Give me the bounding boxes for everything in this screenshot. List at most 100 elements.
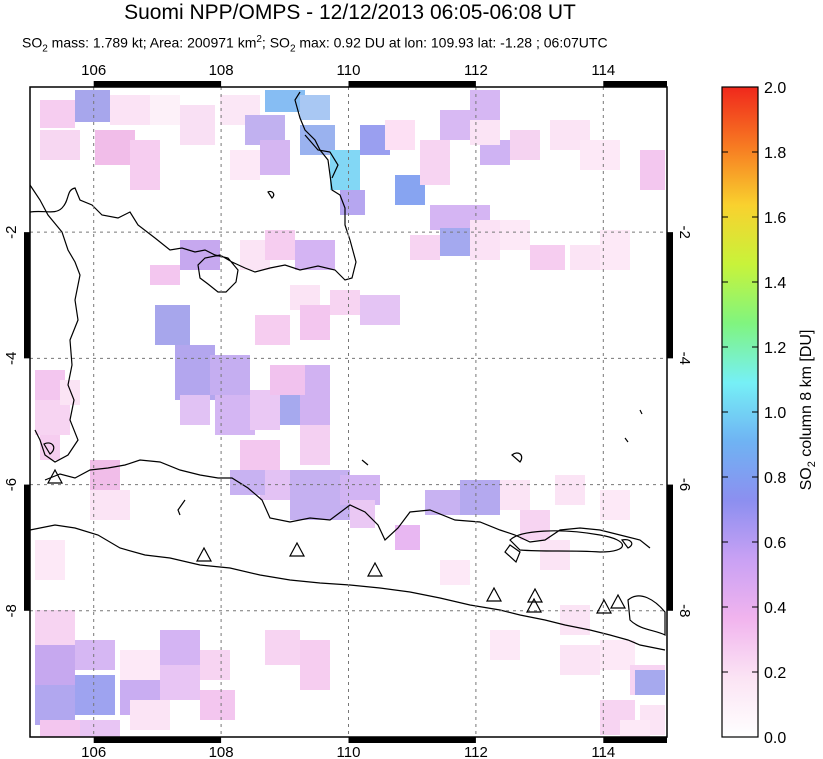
volcano-icon	[366, 561, 384, 577]
so2-pixel	[40, 130, 80, 160]
volcano-icon	[46, 468, 64, 484]
so2-pixel	[560, 605, 590, 635]
volcano-icon	[525, 597, 543, 613]
so2-pixel	[520, 510, 550, 540]
so2-pixel	[270, 365, 305, 395]
so2-pixel	[230, 470, 265, 495]
frame-bar	[603, 737, 667, 743]
so2-pixel	[420, 140, 450, 185]
so2-pixel	[130, 140, 160, 190]
so2-pixel	[75, 90, 110, 122]
so2-pixel	[490, 630, 520, 660]
frame-bar	[24, 232, 30, 359]
so2-pixel	[230, 150, 260, 180]
map-subtitle: SO2 mass: 1.789 kt; Area: 200971 km2; SO…	[22, 34, 608, 55]
so2-pixel	[470, 220, 500, 260]
colorbar-tick-label: 0.8	[764, 470, 786, 487]
frame-bar	[348, 737, 476, 743]
graticule	[30, 87, 667, 737]
so2-pixel	[80, 720, 120, 737]
lon-tick-label: 108	[209, 744, 234, 759]
so2-pixel	[560, 645, 600, 675]
frame-ticks	[24, 81, 673, 743]
so2-pixel	[350, 500, 375, 528]
so2-pixel	[120, 650, 160, 685]
volcano-icon	[195, 546, 213, 562]
so2-pixel	[90, 490, 130, 520]
so2-pixel	[160, 665, 200, 700]
lat-tick-label: -2	[676, 225, 693, 238]
so2-pixel	[340, 190, 365, 215]
map-title: Suomi NPP/OMPS - 12/12/2013 06:05-06:08 …	[124, 1, 576, 24]
so2-pixel	[180, 395, 210, 425]
so2-pixel	[470, 90, 500, 120]
so2-pixel	[460, 480, 500, 515]
so2-pixel	[35, 610, 75, 650]
so2-pixel	[150, 95, 180, 125]
colorbar-label: SO2 column 8 km [DU]	[797, 329, 819, 491]
so2-pixel	[35, 645, 75, 685]
lon-tick-label: 106	[81, 62, 106, 79]
volcano-icon	[595, 598, 613, 614]
lon-tick-label: 112	[464, 744, 488, 759]
java-south-coast	[29, 524, 666, 651]
frame-bar	[348, 81, 476, 87]
so2-pixel	[210, 355, 250, 395]
so2-pixel	[40, 100, 75, 128]
frame-bar	[667, 232, 673, 359]
colorbar-tick-label: 1.8	[764, 145, 786, 162]
so2-pixel	[500, 220, 530, 250]
colorbar: 0.0 0.2 0.4 0.6 0.8 1.0 1.2 1.4 1.6 1.8 2.0	[721, 80, 786, 747]
so2-pixel	[35, 400, 70, 435]
coastline	[29, 91, 666, 651]
so2-pixel	[410, 235, 440, 260]
so2-pixel	[265, 90, 305, 112]
so2-pixel	[200, 690, 235, 720]
so2-pixel	[150, 265, 180, 285]
so2-pixel	[200, 650, 230, 680]
frame-bar	[24, 484, 30, 611]
so2-pixel	[75, 640, 115, 670]
so2-pixel	[620, 720, 650, 737]
lon-tick-label: 110	[337, 62, 361, 79]
so2-pixel	[250, 390, 280, 430]
so2-pixel	[555, 475, 585, 505]
lat-tick-label: -6	[676, 478, 693, 491]
axis-labels: 106 106 108 108 110 110 112 112 114 114 -2 -2 -4 -4 -6…	[3, 62, 693, 759]
so2-pixel	[255, 315, 290, 345]
so2-pixel	[600, 230, 630, 270]
lon-tick-label: 108	[209, 62, 234, 79]
lat-tick-label: -4	[676, 352, 693, 365]
so2-pixel	[360, 295, 400, 325]
lon-tick-label: 106	[81, 744, 106, 759]
so2-pixel	[425, 490, 460, 515]
so2-pixel	[635, 670, 665, 695]
volcano-icon	[288, 541, 306, 557]
colorbar-tick-label: 2.0	[764, 80, 786, 97]
so2-pixel	[295, 240, 335, 270]
lon-tick-label: 112	[464, 62, 488, 79]
so2-pixel	[440, 560, 470, 585]
so2-pixel	[215, 395, 255, 435]
so2-pixel	[570, 245, 600, 270]
volcano-markers	[46, 468, 627, 614]
volcano-icon	[609, 593, 627, 609]
so2-pixel	[40, 720, 80, 737]
lat-tick-label: -2	[3, 225, 20, 238]
so2-pixel	[265, 630, 300, 665]
colorbar-tick-label: 1.0	[764, 405, 786, 422]
so2-pixel	[600, 640, 635, 670]
so2-pixel	[180, 240, 220, 270]
so2-pixel	[75, 675, 115, 715]
so2-pixel	[640, 150, 665, 190]
so2-pixel	[300, 95, 330, 120]
so2-pixel	[130, 700, 170, 730]
so2-pixel	[175, 345, 215, 400]
lat-tick-label: -6	[3, 478, 20, 491]
colorbar-tick-label: 0.0	[764, 730, 786, 747]
so2-pixel	[300, 640, 330, 690]
volcano-icon	[485, 586, 503, 602]
so2-pixel	[600, 490, 630, 520]
so2-pixel	[260, 140, 290, 175]
borneo-coast	[29, 91, 357, 293]
